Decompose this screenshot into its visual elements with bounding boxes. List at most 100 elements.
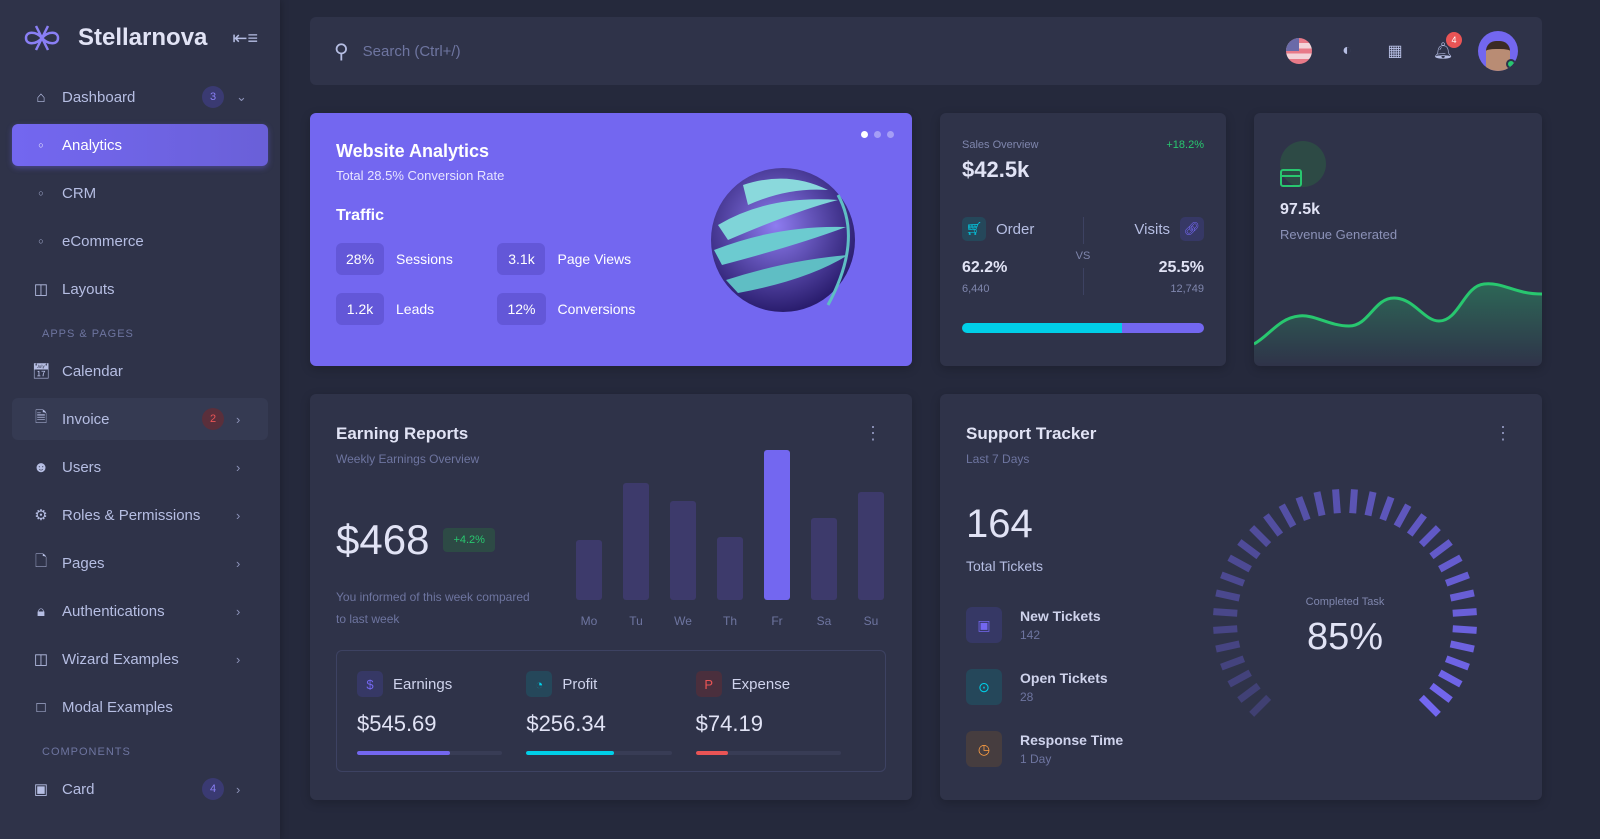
stat-label: Page Views — [557, 251, 632, 267]
bar-tu[interactable] — [623, 483, 649, 600]
item-label: Response Time — [1020, 732, 1124, 748]
count-badge: 2 — [202, 408, 224, 430]
revenue-generated-card: 97.5k Revenue Generated — [1254, 113, 1542, 366]
sidebar-item-label: CRM — [62, 184, 97, 202]
sidebar-item-label: Wizard Examples — [62, 650, 179, 668]
section-header-apps: Apps & Pages — [42, 328, 134, 340]
sidebar-item-card[interactable]: ▣ Card 4 › — [12, 768, 268, 810]
circle-icon: ○ — [38, 236, 44, 246]
more-options-icon[interactable]: ⋮ — [1494, 423, 1512, 443]
kpi-profit: ◔ Profit $256.34 — [526, 671, 695, 755]
sidebar-item-label: Authentications — [62, 602, 165, 620]
kpi-progress-track — [695, 751, 841, 755]
sidebar-item-calendar[interactable]: 📅︎ Calendar — [12, 350, 268, 392]
notifications-bell-icon[interactable]: 🔔︎ 4 — [1430, 32, 1462, 64]
card-subtitle: Total 28.5% Conversion Rate — [336, 168, 505, 183]
ticket-stats-list: ▣ New Tickets 142 ⊙ Open Tickets 28 ◷ Resp… — [966, 604, 1123, 790]
kpi-label: Expense — [731, 675, 791, 693]
card-title: Support Tracker — [966, 424, 1097, 443]
bar-we[interactable] — [670, 501, 696, 600]
order-percent: 62.2% — [962, 259, 1008, 276]
sidebar-item-ecommerce[interactable]: ○ eCommerce — [12, 220, 268, 262]
sidebar-item-label: Calendar — [62, 362, 123, 380]
stat-label: Conversions — [557, 301, 636, 317]
change-percent: +18.2% — [1166, 139, 1204, 151]
theme-toggle-icon[interactable]: ◐ — [1342, 42, 1352, 59]
language-flag-icon[interactable] — [1286, 38, 1312, 64]
bar-fr[interactable] — [764, 450, 790, 600]
sidebar-item-roles-permissions[interactable]: ⚙ Roles & Permissions › — [12, 494, 268, 536]
kpi-label: Profit — [562, 675, 598, 693]
file-icon: 🗎︎ — [34, 408, 48, 426]
more-options-icon[interactable]: ⋮ — [864, 423, 882, 443]
day-label: Th — [722, 614, 737, 628]
day-label: Fr — [771, 614, 783, 628]
check-circle-icon: ⊙ — [966, 669, 1002, 705]
day-label: Tu — [629, 614, 643, 628]
sidebar-item-analytics[interactable]: ○ Analytics — [12, 124, 268, 166]
carousel-indicators — [861, 131, 894, 138]
brand-paypal-icon: P — [695, 671, 722, 697]
sidebar-item-dashboard[interactable]: ⌂ Dashboard 3 ⌄ — [12, 76, 268, 118]
sidebar-item-pages[interactable]: 🗋︎ Pages › — [12, 542, 268, 584]
carousel-dot[interactable] — [874, 131, 881, 138]
bar-mo[interactable] — [576, 540, 602, 600]
sidebar-item-authentications[interactable]: 🔒︎ Authentications › — [12, 590, 268, 632]
sidebar-item-invoice[interactable]: 🗎︎ Invoice 2 › — [12, 398, 268, 440]
kpi-progress-fill — [695, 751, 728, 755]
sidebar-item-label: Layouts — [62, 280, 115, 298]
bar-th[interactable] — [717, 537, 743, 600]
order-progress — [962, 323, 1122, 333]
kpi-earnings: $ Earnings $545.69 — [357, 671, 526, 755]
stat-conversions: 12% Conversions — [497, 293, 666, 325]
item-value: 28 — [1020, 690, 1034, 704]
kpi-value: $545.69 — [357, 711, 437, 736]
shortcuts-grid-icon[interactable]: ▦ — [1387, 43, 1403, 60]
carousel-dot[interactable] — [887, 131, 894, 138]
brand[interactable]: Stellarnova ⇤≡ — [0, 0, 280, 76]
card-subtitle: Weekly Earnings Overview — [336, 452, 480, 466]
list-item-open-tickets: ⊙ Open Tickets 28 — [966, 666, 1123, 708]
kpi-label: Earnings — [393, 675, 453, 693]
day-label: We — [674, 614, 692, 628]
user-avatar[interactable] — [1478, 31, 1518, 71]
sidebar: Stellarnova ⇤≡ ⌂ Dashboard 3 ⌄ ○ Analyti… — [0, 0, 280, 839]
stat-value: 12% — [497, 293, 546, 325]
wizard-icon: ◫ — [33, 651, 49, 668]
link-icon: 🔗︎ — [1180, 217, 1204, 241]
sidebar-item-users[interactable]: ☻ Users › — [12, 446, 268, 488]
home-icon: ⌂ — [36, 88, 46, 106]
sidebar-item-wizard-examples[interactable]: ◫ Wizard Examples › — [12, 638, 268, 680]
kpi-progress-fill — [357, 751, 450, 755]
circle-icon: ○ — [38, 140, 44, 150]
search-icon[interactable]: ⚲ — [334, 40, 349, 63]
sidebar-item-layouts[interactable]: ◫ Layouts — [12, 268, 268, 310]
carousel-dot[interactable] — [861, 131, 868, 138]
item-label: New Tickets — [1020, 608, 1101, 624]
order-visits-progress-bar — [962, 323, 1204, 333]
sidebar-item-crm[interactable]: ○ CRM — [12, 172, 268, 214]
stat-page-views: 3.1k Page Views — [497, 243, 666, 275]
menu-collapse-icon[interactable]: ⇤≡ — [232, 27, 258, 48]
stat-leads: 1.2k Leads — [336, 293, 483, 325]
bar-sa[interactable] — [811, 517, 837, 600]
bar-su[interactable] — [858, 492, 884, 600]
visits-column: Visits 🔗︎ 25.5% 12,749 — [1083, 217, 1204, 295]
credit-card-icon — [1280, 141, 1326, 187]
brand-name: Stellarnova — [78, 24, 208, 51]
order-column: 🛒︎ Order 62.2% 6,440 — [962, 217, 1083, 295]
website-analytics-card: Website Analytics Total 28.5% Conversion… — [310, 113, 912, 366]
chevron-right-icon: › — [236, 651, 241, 667]
stat-sessions: 28% Sessions — [336, 243, 483, 275]
settings-icon: ⚙ — [34, 507, 48, 524]
sidebar-item-modal-examples[interactable]: □ Modal Examples — [12, 686, 268, 728]
item-value: 1 Day — [1020, 752, 1052, 766]
topbar: ⚲ ◐ ▦ 🔔︎ 4 — [310, 17, 1542, 85]
search-input[interactable] — [362, 42, 763, 60]
kpi-value: $74.19 — [695, 711, 763, 736]
visits-label: Visits — [1134, 220, 1170, 238]
sidebar-item-label: Invoice — [62, 410, 110, 428]
count-badge: 4 — [202, 778, 224, 800]
order-count: 6,440 — [962, 283, 990, 295]
